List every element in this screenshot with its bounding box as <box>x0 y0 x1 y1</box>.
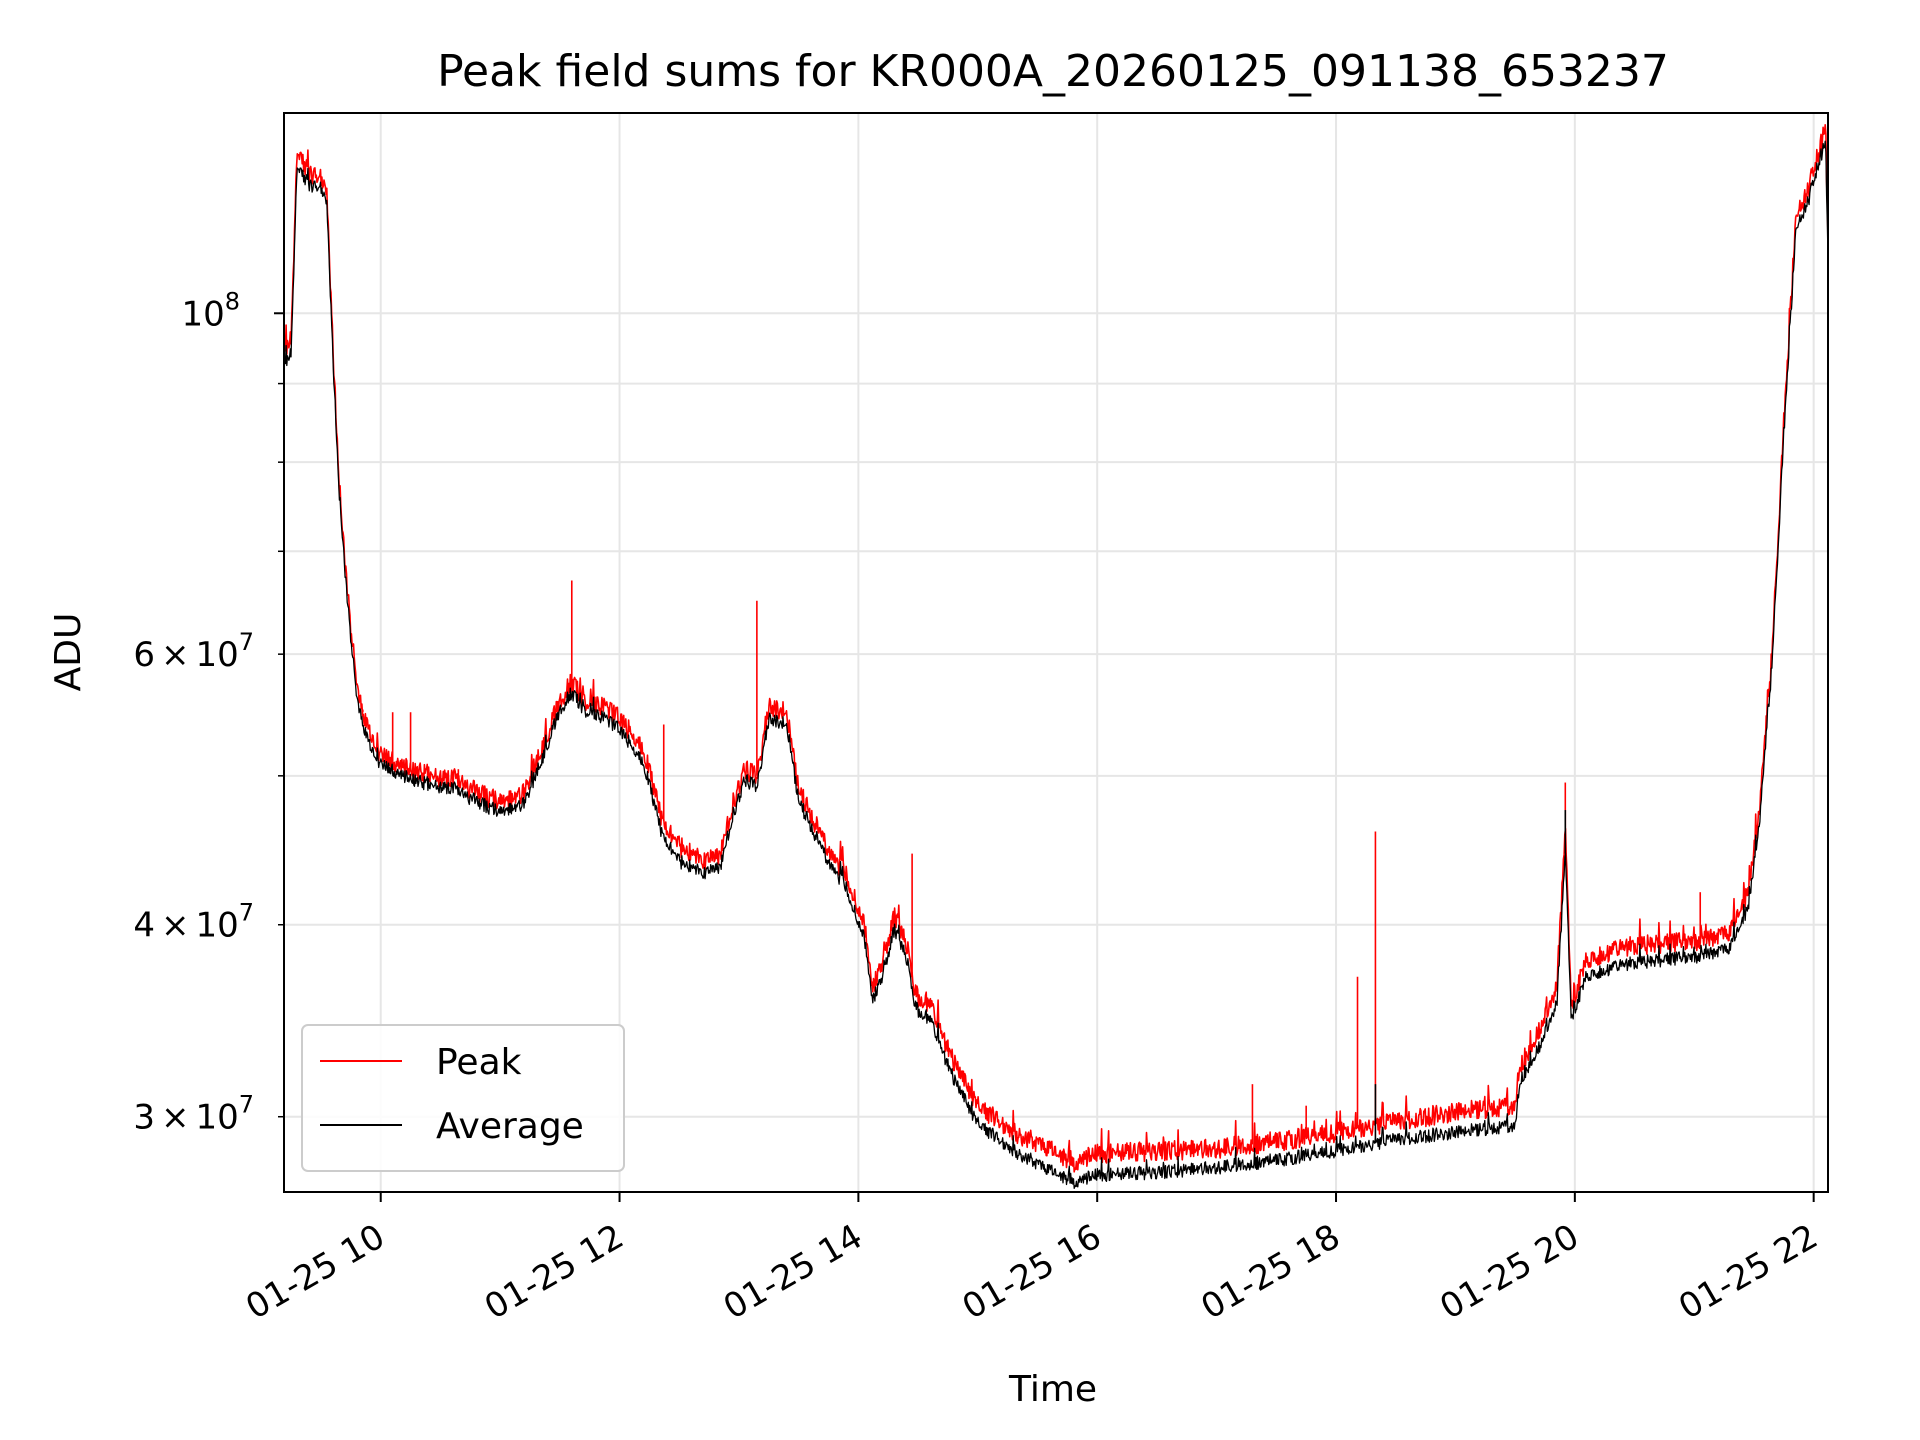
legend: Peak Average <box>301 1024 625 1172</box>
y-tick-exponent: 8 <box>225 287 240 315</box>
y-tick-times: × <box>161 635 190 675</box>
grid <box>284 113 1828 1192</box>
y-tick-times: × <box>161 906 190 946</box>
plot-frame <box>283 112 1829 1193</box>
y-tick-label: 108 <box>181 287 240 334</box>
y-tick-base: 10 <box>195 635 238 675</box>
y-axis-label: ADU <box>48 613 89 692</box>
series-line-average <box>284 140 1828 1189</box>
y-tick-base: 10 <box>195 906 238 946</box>
legend-label-average: Average <box>436 1106 584 1147</box>
y-tick-times: × <box>161 1098 190 1138</box>
y-tick-label: 4 × 107 <box>133 899 254 946</box>
y-tick-mantissa: 6 <box>133 635 155 675</box>
x-axis-label: Time <box>1008 1369 1097 1410</box>
y-tick-label: 3 × 107 <box>133 1091 254 1138</box>
y-tick-exponent: 7 <box>239 1091 254 1119</box>
y-tick-base: 10 <box>195 1098 238 1138</box>
legend-label-peak: Peak <box>436 1042 522 1083</box>
y-tick-mantissa: 3 <box>133 1098 155 1138</box>
y-tick-exponent: 7 <box>239 899 254 927</box>
chart-title: Peak field sums for KR000A_20260125_0911… <box>437 46 1669 97</box>
y-tick-label: 6 × 107 <box>133 628 254 675</box>
series-layer <box>284 124 1828 1189</box>
y-tick-base: 10 <box>181 294 224 334</box>
y-tick-mantissa: 4 <box>133 906 155 946</box>
y-tick-exponent: 7 <box>239 628 254 656</box>
